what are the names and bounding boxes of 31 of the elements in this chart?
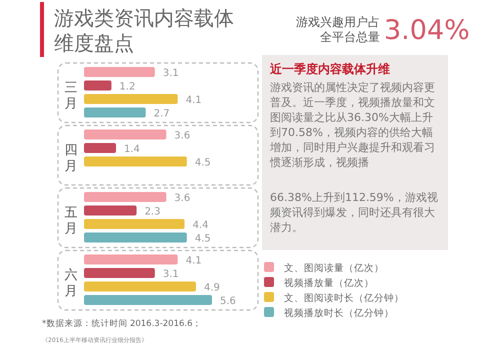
data-label: 3.1 (162, 68, 179, 79)
text: 近一季度内容载体升维 (270, 61, 390, 78)
data-label: 2.3 (144, 206, 160, 218)
text: *数据来源：统计时间 2016.3-2016.6； (42, 318, 203, 330)
data-label: 2.7 (154, 108, 170, 120)
y-tick-label: 五月 (64, 205, 78, 236)
text: 游戏资讯的属性决定了视频内容更普及。近一季度，视频播放量和文图阅读量之比从36.30%大幅上升到70.58%，视频内容的供给大幅增加，同时用户兴趣提升和观看习惯逐渐形成，视频播 (270, 80, 436, 170)
legend-label: 文、图阅读量（亿次） (284, 262, 384, 274)
data-label: 4.1 (186, 256, 202, 266)
chart-title: 游戏类资讯内容载体维度盘点 (54, 6, 234, 56)
y-tick-label: 六月 (64, 268, 78, 299)
legend-label: 视频播放时长（亿分钟） (284, 307, 394, 319)
text: 66.38%上升到112.59%，游戏视频资讯得到爆发，同时还具有很大潜力。 (270, 190, 439, 235)
data-label: 4.9 (204, 282, 220, 294)
text: 3.04% (384, 15, 470, 46)
data-label: 3.1 (162, 269, 179, 280)
y-tick-label: 三月 (64, 80, 78, 112)
data-label: 4.5 (194, 158, 211, 168)
data-label: 3.6 (174, 193, 190, 204)
data-label: 3.6 (174, 130, 190, 142)
data-label: 5.6 (220, 296, 236, 307)
text: 全平台总量 (319, 29, 380, 46)
data-label: 4.4 (192, 220, 208, 231)
legend-label: 文、图阅读时长（亿分钟） (284, 292, 404, 304)
y-tick-label: 四月 (64, 142, 78, 174)
legend-label: 视频播放量（亿次） (284, 277, 374, 289)
data-label: 1.4 (124, 144, 140, 155)
data-label: 4.1 (186, 95, 202, 106)
data-label: 1.2 (119, 82, 136, 92)
data-label: 4.5 (194, 234, 211, 244)
text: 游戏兴趣用户占 (295, 14, 380, 31)
